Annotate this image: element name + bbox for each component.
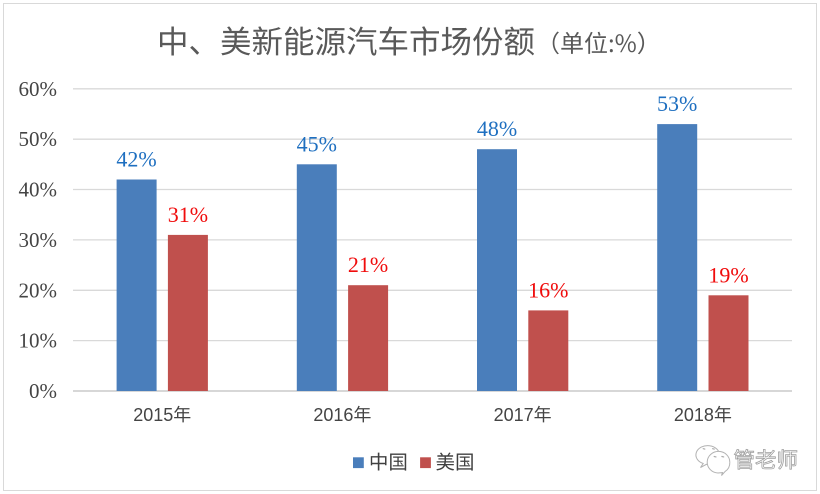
svg-text:20%: 20% (19, 278, 58, 302)
svg-text:16%: 16% (528, 277, 568, 302)
svg-text:60%: 60% (19, 77, 58, 101)
svg-text:42%: 42% (116, 147, 156, 172)
svg-text:19%: 19% (708, 262, 748, 287)
svg-text:2016: 2016 (313, 405, 353, 425)
svg-text:48%: 48% (477, 116, 517, 141)
svg-text:0%: 0% (29, 379, 57, 403)
svg-text:53%: 53% (657, 91, 697, 116)
svg-text:40%: 40% (19, 178, 58, 202)
svg-text:10%: 10% (19, 329, 58, 353)
svg-text:31%: 31% (168, 202, 208, 227)
svg-text:2017: 2017 (494, 405, 534, 425)
svg-text:2015: 2015 (133, 405, 173, 425)
svg-text:21%: 21% (348, 252, 388, 277)
svg-text:50%: 50% (19, 127, 58, 151)
svg-text:30%: 30% (19, 228, 58, 252)
svg-text:45%: 45% (297, 131, 337, 156)
svg-text:2018: 2018 (674, 405, 714, 425)
